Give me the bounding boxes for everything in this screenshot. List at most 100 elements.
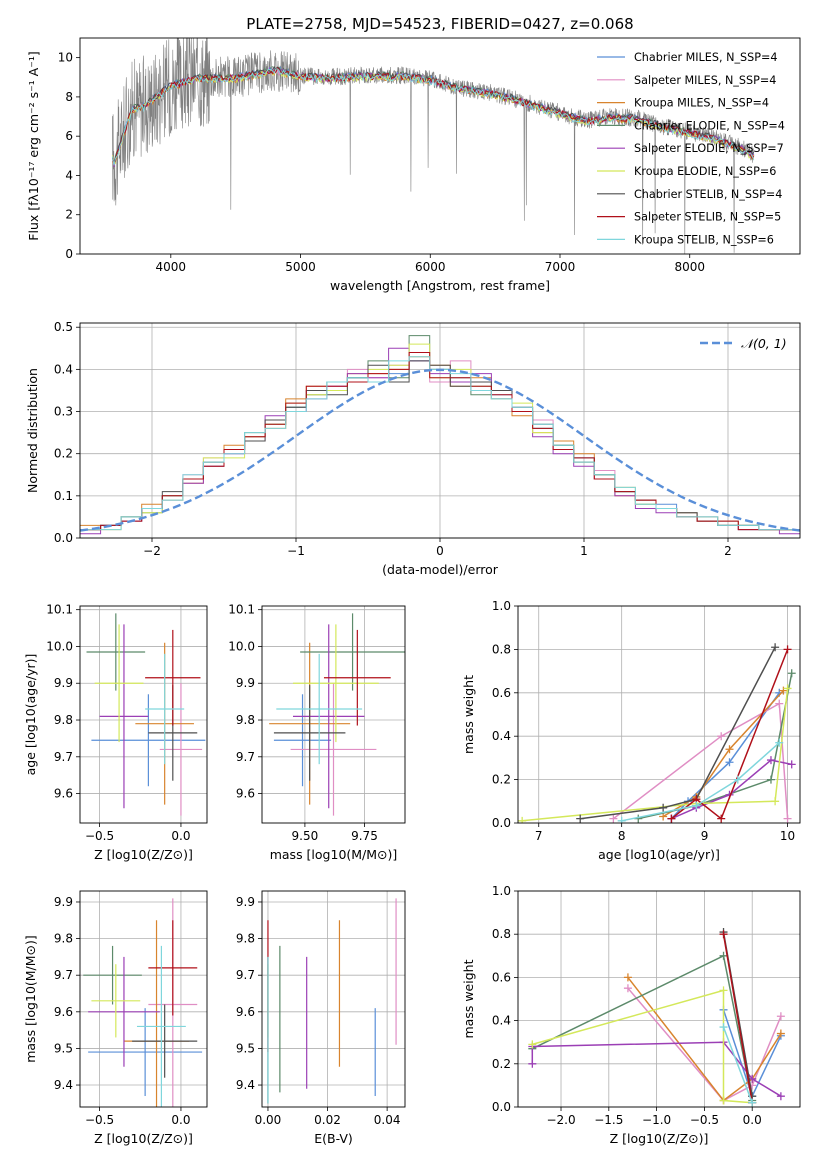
y-tick-label: 0.5 [54,320,73,334]
x-tick-label: 0.0 [171,1113,190,1127]
y-tick-label: 0.6 [492,970,511,984]
plus-marker [725,745,734,754]
x-tick-label: 5000 [285,260,316,274]
errorbar-point [83,945,142,1005]
x-tick-label: 8 [618,829,626,843]
axes-frame [79,605,208,824]
x-tick-label: 7 [535,829,543,843]
y-tick-label: 0.4 [54,362,73,376]
y-tick-label: 0.4 [492,1014,511,1028]
plus-marker [775,699,784,708]
y-tick-label: 0.6 [492,686,511,700]
axes-frame [517,890,801,1108]
plus-marker [783,645,792,654]
y-tick-label: 0.4 [492,729,511,743]
y-tick-label: 10 [58,51,73,65]
errorbar-point [148,920,198,1016]
plus-marker [659,803,668,812]
x-tick-label: −0.5 [85,829,114,843]
legend-label: Kroupa ELODIE, N_SSP=6 [634,165,776,178]
x-tick-label: 9.50 [292,829,319,843]
y-tick-label: 9.7 [236,968,255,982]
plot-area [86,613,206,816]
axes: 9.50 9.75 9.6 9.7 9.8 9.9 10.0 10.1 mass [log10(… [228,603,406,862]
axes-frame [79,37,801,255]
x-tick-label: −1 [287,544,305,558]
axes: −2 −1 0 1 2 0.0 0.1 0.2 0.3 0.4 0.5 (data-model)/er… [25,320,801,577]
plot-area [80,335,800,538]
mass-weight-series [532,989,753,1104]
x-tick-label: 4000 [156,260,187,274]
y-tick-label: 9.6 [236,1005,255,1019]
plot-area [83,898,203,1107]
axes: 4000 5000 6000 7000 8000 0 2 4 6 8 10 wavelength [A… [26,37,801,293]
x-tick-label: 6000 [415,260,446,274]
plot-area [111,38,755,254]
model-spectrum-line [111,67,755,165]
plus-marker [518,816,527,823]
y-tick-label: 0.1 [54,489,73,503]
errorbar-point [290,683,377,816]
y-tick-label: 9.8 [54,932,73,946]
panel-massweight-vs-age: 7 8 9 10 0.0 0.2 0.4 0.6 0.8 1.0 age [log10(age/yr… [461,599,801,862]
y-tick-label: 9.7 [54,750,73,764]
y-tick-label: 9.9 [236,895,255,909]
plus-marker [771,643,780,652]
legend-label: Salpeter MILES, N_SSP=4 [634,74,776,87]
y-tick-label: 0.2 [492,1057,511,1071]
histogram-series [80,356,800,538]
plus-marker [528,1059,537,1068]
plus-marker [775,738,784,747]
y-tick-label: 9.9 [236,676,255,690]
errorbar-point [300,613,405,691]
panel-mass-vs-EBV: 0.00 0.02 0.04 9.4 9.5 9.6 9.7 9.8 9.9 E(B-V) [236,890,406,1146]
plus-marker [719,930,728,939]
mass-weight-series [522,688,789,822]
y-tick-label: 0.3 [54,405,73,419]
plus-marker [787,669,796,678]
x-tick-label: 7000 [545,260,576,274]
plot-area [528,928,785,1107]
errorbar-point [132,1004,198,1078]
x-tick-label: 9 [701,829,709,843]
plus-marker [779,686,788,695]
x-tick-label: 0 [436,544,444,558]
plus-marker [719,1023,728,1032]
y-tick-label: 2 [65,208,73,222]
plus-marker [717,814,726,823]
x-tick-label: −0.5 [690,1113,719,1127]
mass-weight-series [612,702,789,820]
legend-label: Kroupa MILES, N_SSP=4 [634,97,769,110]
plus-marker [725,758,734,767]
plus-marker [717,732,726,741]
x-tick-label: 0.02 [314,1113,341,1127]
x-tick-label: 8000 [674,260,705,274]
y-tick-label: 9.6 [236,787,255,801]
legend-label: Kroupa STELIB, N_SSP=6 [634,233,774,246]
plus-marker [766,775,775,784]
y-tick-label: 0.0 [492,1100,511,1114]
y-axis-label: Normed distribution [25,368,40,493]
x-tick-label: 0.04 [374,1113,401,1127]
errorbar-point [91,694,206,787]
x-axis-label: Z [log10(Z/Z⊙)] [94,847,193,862]
errorbar-point [91,964,141,1038]
errorbar-point [273,685,346,781]
axes: −0.5 0.0 9.4 9.5 9.6 9.7 9.8 9.9 Z [log10(Z/Z⊙)]… [23,890,208,1146]
mass-weight-series [627,987,782,1102]
errorbar-point [276,653,363,765]
mass-weight-series [722,934,753,1103]
legend-label: 𝒩(0, 1) [741,336,787,351]
x-tick-label: 0.00 [255,1113,282,1127]
errorbar-point [145,653,185,765]
y-tick-label: 9.8 [236,713,255,727]
x-tick-label: −0.5 [85,1113,114,1127]
y-axis-label: mass weight [461,959,476,1038]
plus-marker [623,984,632,993]
x-axis-label: Z [log10(Z/Z⊙)] [94,1131,193,1146]
mass-weight-series [722,1026,753,1103]
axes-frame [261,890,406,1108]
panel-massweight-vs-Z: −2.0 −1.5 −1.0 −0.5 0.0 0.0 0.2 0.4 0.6 0.8 1.0 Z [… [461,884,801,1146]
y-tick-label: 1.0 [492,884,511,898]
plus-marker [776,1092,785,1101]
